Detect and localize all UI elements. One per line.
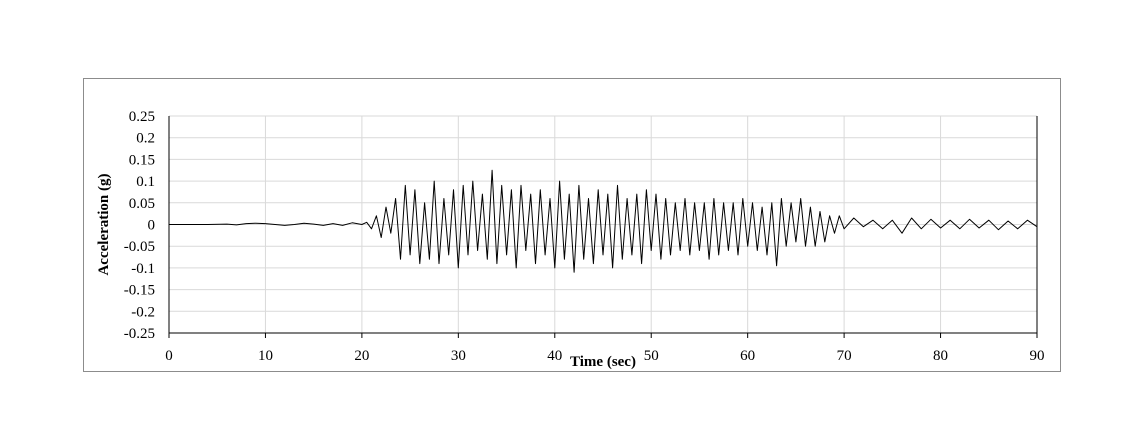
grid [168, 115, 1038, 334]
x-tick-label: 10 [258, 348, 273, 364]
axes [168, 116, 1038, 338]
y-tick-label: 0 [148, 218, 156, 234]
y-tick-label: -0.15 [124, 283, 155, 299]
tick-labels: 0.25 0.2 0.15 0.1 0.05 0 -0.05 -0.1 -0.15 -0.2 -0.… [124, 109, 1045, 364]
x-tick-label: 80 [933, 348, 948, 364]
x-tick-label: 90 [1030, 348, 1045, 364]
y-tick-label: 0.25 [129, 109, 155, 125]
x-axis-title: Time (sec) [570, 354, 636, 370]
acceleration-series-line [169, 169, 1038, 273]
y-tick-label: 0.05 [129, 196, 155, 212]
series-layer [169, 169, 1038, 273]
y-tick-label: -0.05 [124, 239, 155, 255]
y-tick-label: 0.15 [129, 152, 155, 168]
x-tick-label: 60 [740, 348, 755, 364]
y-tick-label: 0.1 [136, 174, 155, 190]
x-tick-label: 70 [837, 348, 852, 364]
x-tick-label: 30 [451, 348, 466, 364]
x-tick-label: 20 [354, 348, 369, 364]
y-tick-label: -0.25 [124, 326, 155, 342]
y-axis-title: Acceleration (g) [96, 173, 112, 275]
y-tick-label: -0.1 [131, 261, 155, 277]
x-tick-label: 40 [547, 348, 562, 364]
y-tick-label: -0.2 [131, 304, 155, 320]
x-tick-label: 0 [165, 348, 173, 364]
y-tick-label: 0.2 [136, 131, 155, 147]
x-tick-label: 50 [644, 348, 659, 364]
